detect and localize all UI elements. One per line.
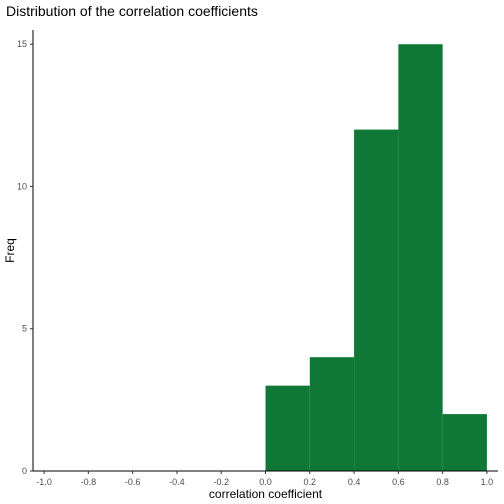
histogram-bar-1 (309, 357, 355, 471)
x-tick-label: -0.4 (169, 477, 185, 487)
y-tick-label: 0 (22, 466, 27, 476)
x-axis-label: correlation coefficient (209, 487, 323, 501)
y-tick-label: 15 (17, 39, 27, 49)
x-tick-label: 0.2 (304, 477, 317, 487)
x-tick-label: 0.0 (259, 477, 272, 487)
y-tick-label: 5 (22, 324, 27, 334)
chart-title: Distribution of the correlation coeffici… (6, 3, 258, 19)
y-tick-label: 10 (17, 181, 27, 191)
x-tick-label: -0.6 (125, 477, 141, 487)
x-tick-label: 0.8 (436, 477, 449, 487)
x-tick-label: -0.8 (81, 477, 97, 487)
x-tick-label: 1.0 (481, 477, 494, 487)
y-axis-label: Freq (3, 238, 17, 263)
histogram-bars (265, 44, 487, 472)
x-tick-label: -0.2 (213, 477, 229, 487)
y-axis-ticks: 0 5 10 15 (17, 39, 33, 476)
histogram-bar-3 (398, 44, 443, 472)
x-tick-label: 0.6 (392, 477, 405, 487)
histogram-bar-2 (354, 129, 399, 472)
histogram-bar-4 (442, 414, 487, 471)
x-axis-ticks: -1.0 -0.8 -0.6 -0.4 -0.2 0.0 0.2 0.4 0.6 0.8 1.0 (36, 471, 493, 487)
histogram-bar-0 (265, 385, 310, 471)
x-tick-label: 0.4 (348, 477, 361, 487)
x-tick-label: -1.0 (36, 477, 52, 487)
